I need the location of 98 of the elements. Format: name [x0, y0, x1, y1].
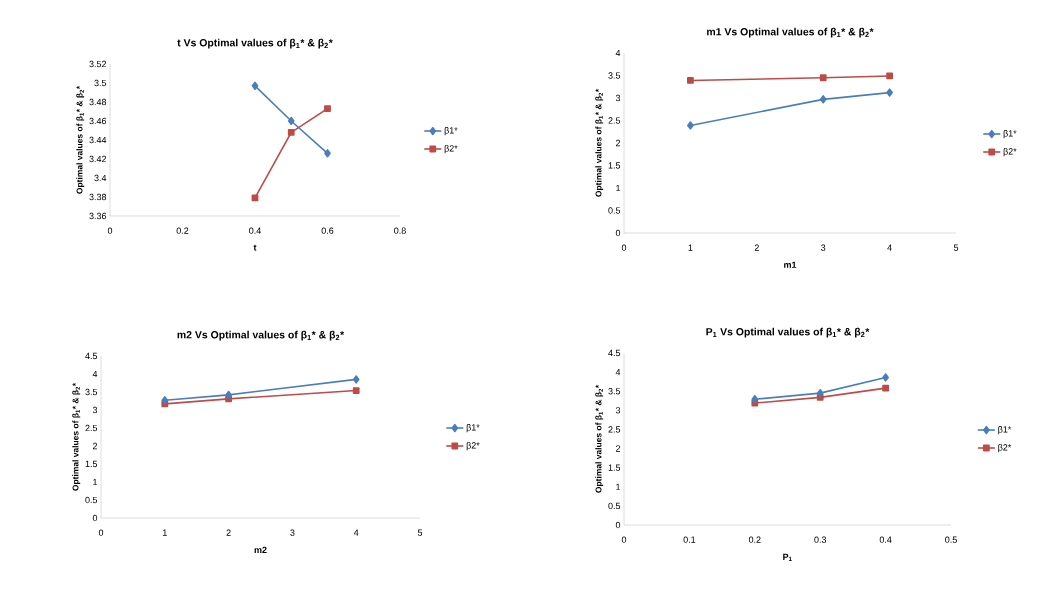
y-tick-label: 3.4 — [94, 174, 107, 182]
y-tick-label: 0.5 — [85, 496, 98, 504]
y-tick-label: 0.5 — [608, 207, 621, 214]
y-tick-label: 3.36 — [89, 212, 107, 220]
chart-title: m1 Vs Optimal values of β$_{1}$* & β$_{2}$* — [707, 27, 874, 38]
x-tick-label: 3 — [821, 244, 826, 251]
x-axis-title: P$_{1}$ — [783, 553, 792, 561]
point — [886, 72, 894, 80]
y-axis-title: Optimal values of β$_{1}$* & β$_{2}$* — [595, 88, 604, 197]
x-axis-title: t — [253, 244, 257, 251]
point — [352, 375, 360, 384]
point — [819, 74, 827, 82]
point — [687, 121, 694, 130]
point — [819, 95, 827, 104]
x-tick-label: 0.2 — [748, 536, 761, 543]
x-tick-label: 4 — [353, 529, 359, 536]
y-tick-label: 3.5 — [94, 79, 107, 87]
y-tick-label: 3.52 — [89, 60, 107, 68]
point — [751, 395, 759, 404]
y-axis-title: Optimal values of β$_{1}$* & β$_{2}$* — [72, 382, 81, 491]
point — [161, 396, 169, 405]
y-tick-label: 3.5 — [85, 388, 98, 396]
point — [324, 105, 331, 113]
x-tick-label: 0.4 — [249, 227, 261, 234]
x-axis-title: m1 — [784, 261, 797, 268]
y-tick-label: 1 — [93, 478, 98, 486]
y-tick-label: 3.44 — [89, 136, 107, 144]
x-tick-label: 0.5 — [945, 536, 957, 543]
y-tick-label: 3 — [615, 94, 621, 102]
y-tick-label: 2 — [92, 442, 98, 450]
chart-title: t Vs Optimal values of β$_{1}$* & β$_{2}$* — [177, 38, 333, 49]
x-tick-label: 1 — [162, 529, 167, 536]
legend-label: β1* — [444, 127, 458, 136]
x-tick-label: 5 — [417, 529, 423, 536]
legend-label: β2* — [444, 144, 458, 154]
y-tick-label: 4 — [615, 49, 621, 57]
chart-title: m2 Vs Optimal values of β$_{1}$* & β$_{2}$* — [177, 330, 345, 341]
x-axis-title: m2 — [254, 546, 267, 553]
point — [882, 384, 890, 392]
y-tick-label: 3.38 — [89, 193, 107, 201]
x-tick-label: 5 — [953, 244, 959, 251]
y-tick-label: 2.5 — [85, 424, 98, 432]
y-tick-label: 0 — [615, 521, 621, 529]
y-tick-label: 3.46 — [89, 117, 107, 125]
point — [352, 387, 360, 394]
x-tick-label: 0.1 — [683, 536, 696, 543]
y-tick-label: 2 — [615, 445, 621, 452]
x-tick-label: 0.8 — [394, 227, 406, 234]
y-tick-label: 0.5 — [608, 502, 621, 510]
y-tick-label: 1.5 — [608, 162, 621, 169]
y-tick-label: 1.5 — [85, 460, 98, 468]
legend-label: β2* — [466, 441, 480, 451]
point — [225, 390, 232, 400]
y-tick-label: 3.42 — [89, 155, 107, 163]
y-tick-label: 3 — [615, 407, 621, 414]
x-tick-label: 2 — [226, 529, 231, 536]
y-axis-title: Optimal values of β$_{1}$* & β$_{2}$* — [76, 85, 85, 194]
y-axis-title: Optimal values of β$_{1}$* & β$_{2}$* — [595, 384, 604, 493]
x-tick-label: 0 — [621, 244, 627, 251]
y-tick-label: 2.5 — [608, 117, 621, 124]
legend-label: β2* — [998, 443, 1012, 453]
x-tick-label: 0 — [107, 227, 113, 234]
x-tick-label: 0.6 — [321, 227, 334, 234]
y-tick-label: 4.5 — [85, 352, 98, 360]
point — [816, 388, 824, 398]
y-tick-label: 3.5 — [608, 388, 621, 395]
y-tick-label: 3.5 — [608, 72, 621, 79]
x-tick-label: 4 — [887, 244, 892, 251]
x-tick-label: 1 — [688, 244, 693, 251]
x-tick-label: 0 — [621, 536, 627, 543]
y-tick-label: 1 — [616, 184, 621, 192]
legend-label: β1* — [1003, 130, 1017, 139]
y-tick-label: 4 — [615, 369, 621, 376]
point — [886, 88, 893, 97]
y-tick-label: 1.5 — [608, 464, 621, 471]
y-tick-label: 0 — [92, 514, 98, 522]
point — [882, 373, 889, 382]
legend-label: β1* — [466, 424, 480, 433]
legend-label: β1* — [998, 426, 1012, 435]
chart-title: P$_{1}$ Vs Optimal values of β$_{1}$* & β$_{2}$* — [706, 327, 870, 338]
point — [287, 128, 295, 136]
x-tick-label: 2 — [754, 244, 759, 251]
point — [287, 116, 295, 126]
x-tick-label: 0.4 — [879, 536, 892, 543]
y-tick-label: 2 — [615, 139, 621, 147]
x-tick-label: 0.2 — [176, 227, 189, 234]
y-tick-label: 1 — [616, 483, 621, 490]
point — [251, 81, 259, 91]
legend-label: β2* — [1003, 147, 1017, 157]
y-tick-label: 2.5 — [608, 426, 621, 433]
x-tick-label: 3 — [290, 529, 295, 536]
y-tick-label: 3.48 — [89, 98, 107, 106]
point — [324, 149, 331, 158]
y-tick-label: 4 — [92, 370, 98, 378]
point — [687, 77, 694, 84]
y-tick-label: 4.5 — [608, 349, 621, 357]
y-tick-label: 3 — [92, 406, 98, 414]
x-tick-label: 0.3 — [814, 536, 827, 543]
